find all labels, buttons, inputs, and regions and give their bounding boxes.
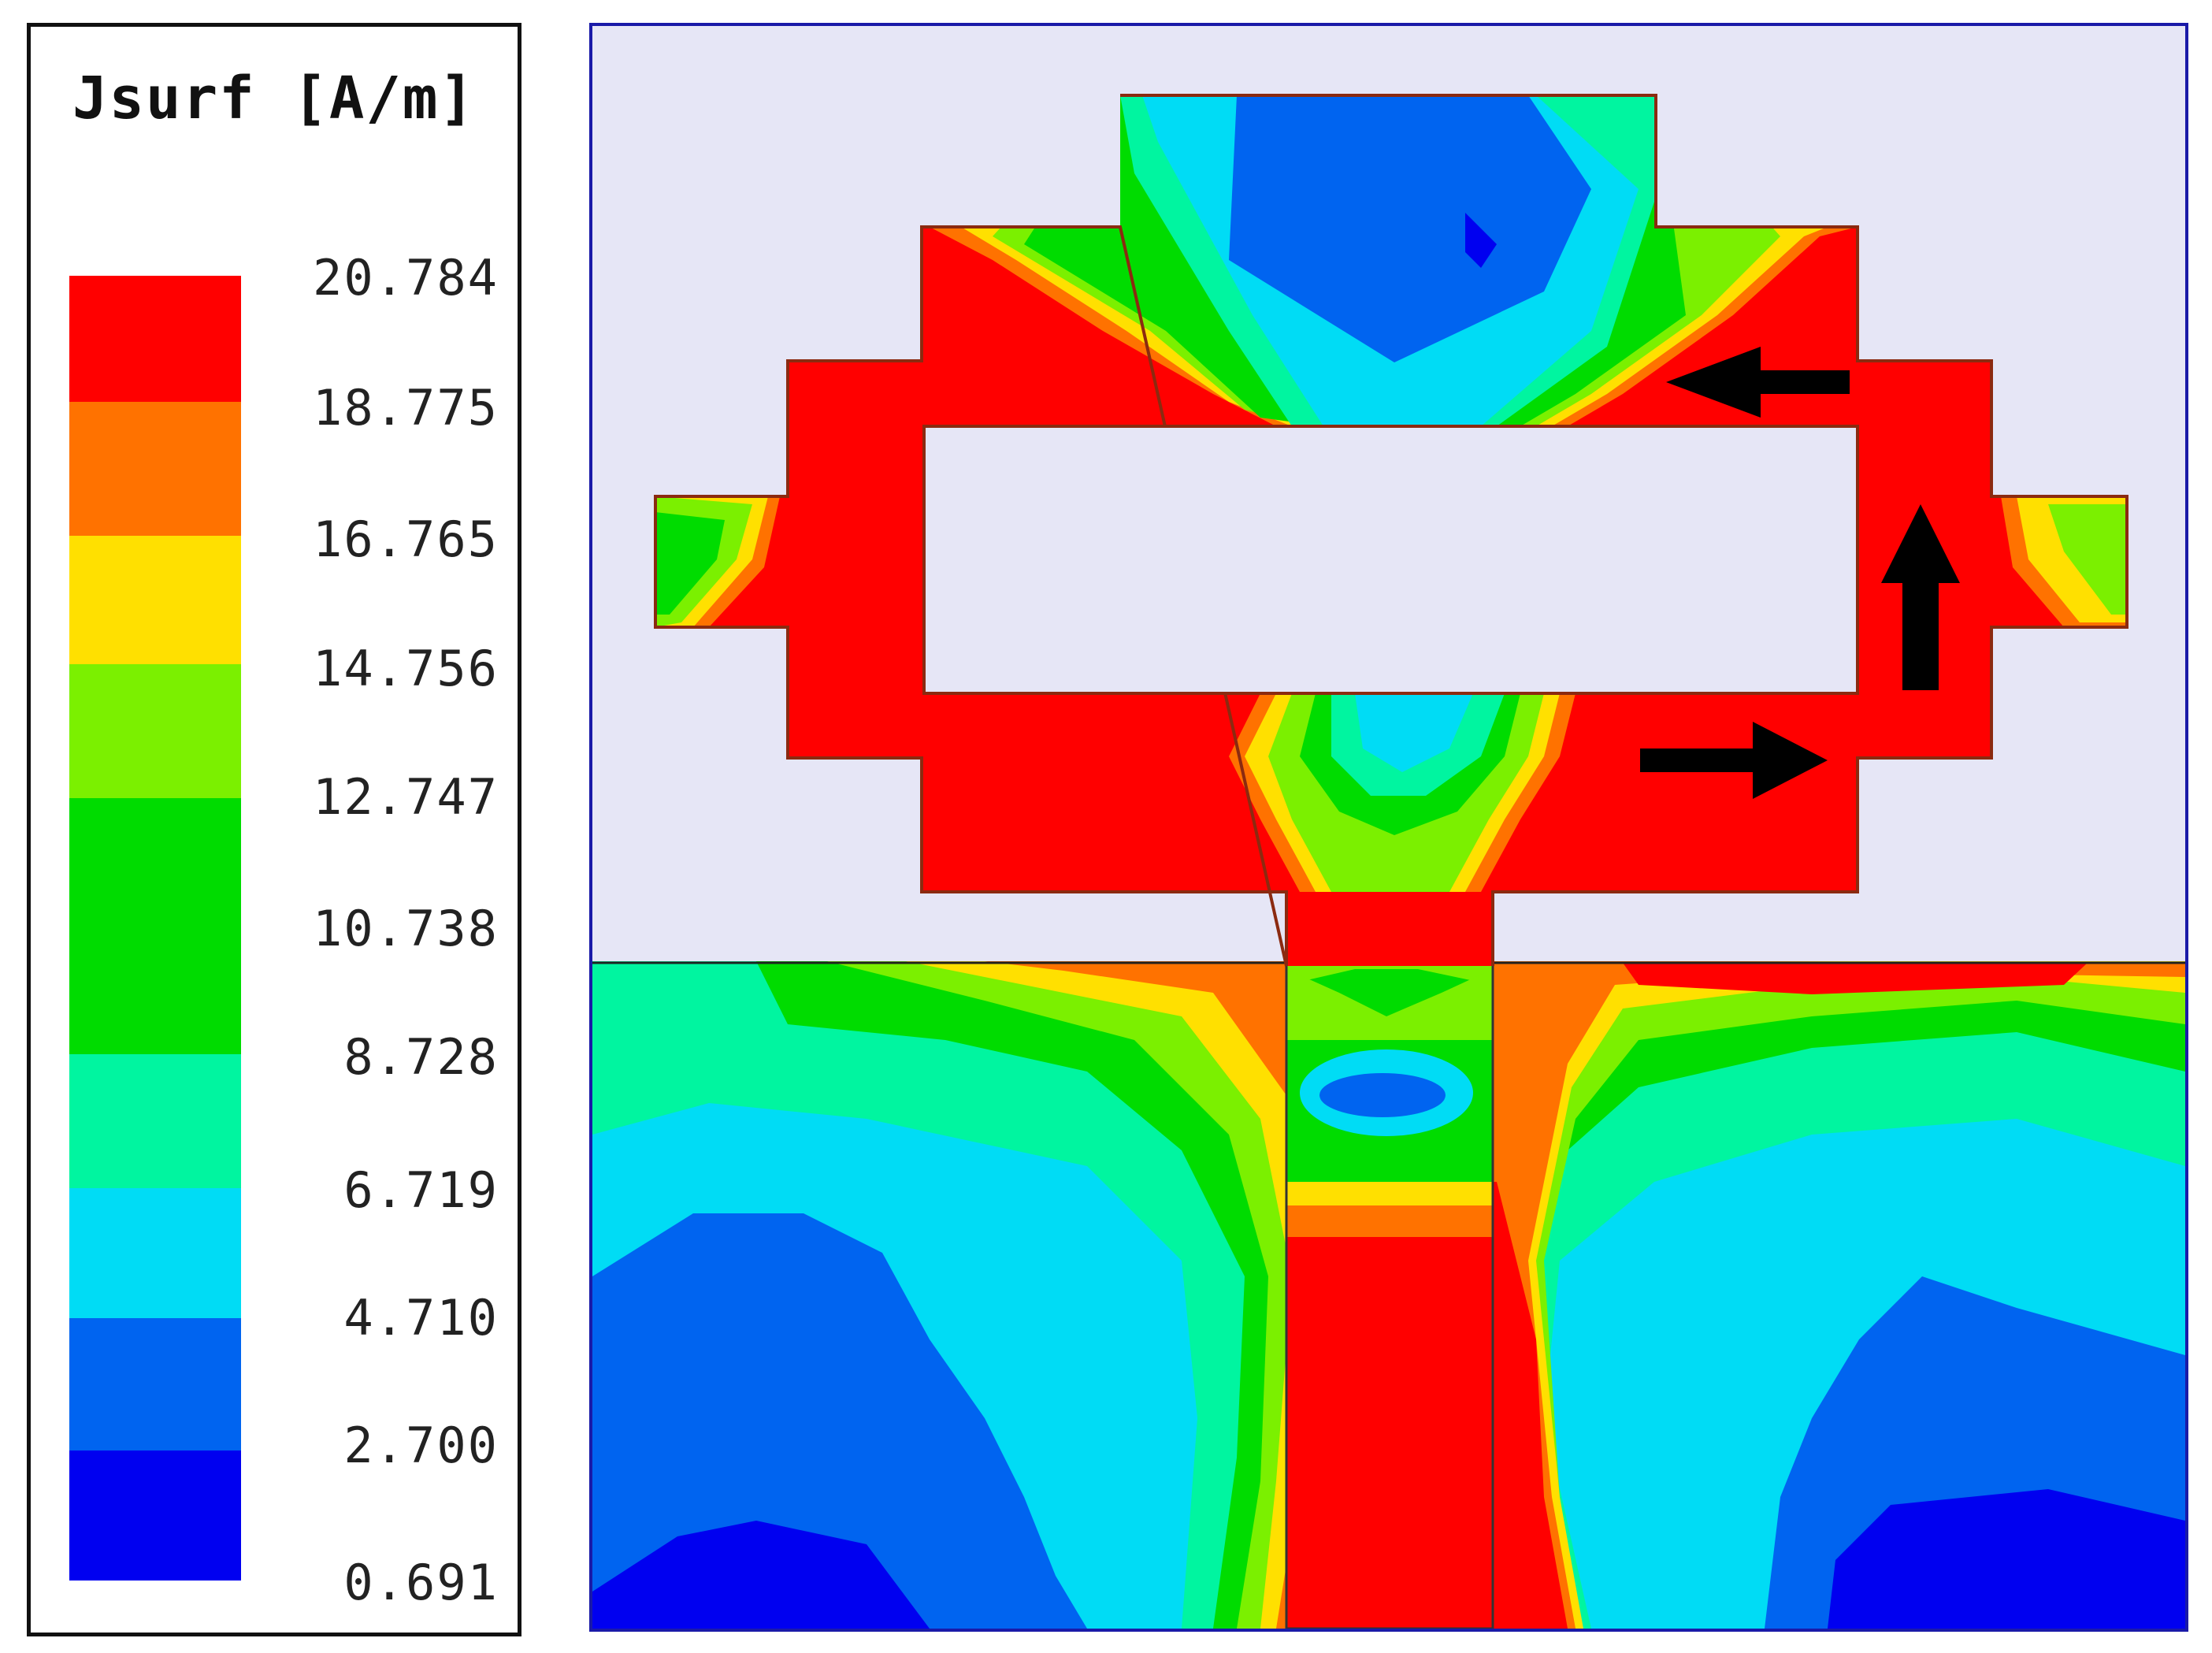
current-arrows — [1640, 347, 1960, 799]
legend-swatch — [69, 402, 241, 536]
legend-swatch — [69, 536, 241, 664]
up-arrow — [1881, 504, 1960, 690]
legend-tick-label: 8.728 — [343, 1028, 499, 1086]
legend-tick-label: 12.747 — [313, 768, 499, 826]
legend-tick-label: 20.784 — [313, 249, 499, 306]
ring-outline — [654, 94, 2128, 967]
current-density-plot — [589, 23, 2188, 1632]
legend-swatch — [69, 1188, 241, 1318]
legend-swatch — [69, 1451, 241, 1581]
ring-right-stub-lime — [2048, 504, 2127, 615]
ring-inner-slot — [922, 425, 1859, 695]
ring-top-deepblue — [1465, 213, 1497, 268]
ring-left-stub-green — [655, 512, 725, 615]
legend-tick-label: 0.691 — [343, 1554, 499, 1611]
legend-swatch — [69, 798, 241, 1054]
legend-tick-label: 14.756 — [313, 640, 499, 697]
ground-red-strip — [1623, 963, 2088, 994]
ground-left-blue — [592, 1213, 1087, 1629]
left-arrow — [1666, 347, 1850, 418]
legend-tick-label: 6.719 — [343, 1161, 499, 1219]
ground-left-deepblue — [592, 1521, 930, 1629]
color-legend: Jsurf [A/m] 20.784 18.775 16.765 14.756 … — [27, 23, 521, 1636]
legend-tick-label: 4.710 — [343, 1289, 499, 1347]
legend-color-bar — [69, 276, 241, 1581]
legend-swatch — [69, 1054, 241, 1188]
legend-tick-label: 10.738 — [313, 900, 499, 957]
feed-line — [1285, 890, 1494, 1629]
legend-tick-label: 2.700 — [343, 1417, 499, 1474]
legend-swatch — [69, 664, 241, 798]
ground-right-deepblue — [1828, 1489, 2185, 1629]
legend-swatch — [69, 1318, 241, 1451]
legend-tick-label: 18.775 — [313, 379, 499, 436]
ring-bottom-cyan — [1355, 693, 1473, 772]
legend-title: Jsurf [A/m] — [72, 65, 477, 132]
legend-tick-label: 16.765 — [313, 511, 499, 568]
legend-swatch — [69, 276, 241, 402]
ring-top-blue — [1229, 95, 1591, 362]
right-arrow — [1640, 722, 1828, 799]
